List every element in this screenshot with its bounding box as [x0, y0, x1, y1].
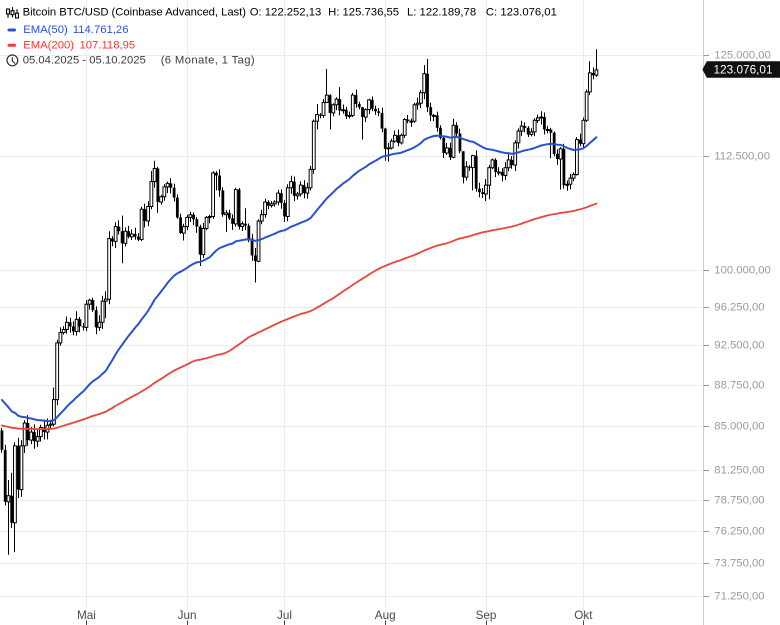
svg-text:05.04.2025 - 05.10.2025: 05.04.2025 - 05.10.2025	[23, 55, 146, 67]
svg-text:85.000,00: 85.000,00	[714, 421, 764, 433]
svg-text:92.500,00: 92.500,00	[714, 340, 764, 352]
svg-text:Mai: Mai	[77, 609, 96, 622]
svg-text:112.500,00: 112.500,00	[714, 151, 770, 163]
svg-text:Jul: Jul	[277, 609, 292, 622]
svg-text:88.750,00: 88.750,00	[714, 380, 764, 392]
svg-text:Aug: Aug	[375, 609, 396, 622]
svg-text:71.250,00: 71.250,00	[714, 591, 764, 603]
svg-text:Okt: Okt	[574, 609, 593, 622]
svg-text:EMA(50): EMA(50)	[23, 24, 68, 36]
svg-text:Bitcoin BTC/USD (Coinbase Adva: Bitcoin BTC/USD (Coinbase Advanced, Last…	[23, 7, 247, 19]
svg-text:L: 122.189,78: L: 122.189,78	[407, 7, 476, 19]
svg-text:78.750,00: 78.750,00	[714, 495, 764, 507]
svg-text:81.250,00: 81.250,00	[714, 465, 764, 477]
svg-text:C: 123.076,01: C: 123.076,01	[486, 7, 557, 19]
svg-text:96.250,00: 96.250,00	[714, 302, 764, 314]
svg-text:100.000,00: 100.000,00	[714, 265, 771, 277]
svg-text:114.761,26: 114.761,26	[73, 24, 129, 36]
svg-text:123.076,01: 123.076,01	[714, 63, 773, 77]
svg-text:O: 122.252,13: O: 122.252,13	[250, 7, 322, 19]
svg-text:Jun: Jun	[178, 609, 197, 622]
svg-text:73.750,00: 73.750,00	[714, 558, 764, 570]
svg-text:(6 Monate, 1 Tag): (6 Monate, 1 Tag)	[161, 55, 255, 67]
svg-text:H: 125.736,55: H: 125.736,55	[328, 7, 399, 19]
svg-text:Sep: Sep	[476, 609, 497, 622]
svg-text:125.000,00: 125.000,00	[714, 50, 771, 62]
svg-text:107.118,95: 107.118,95	[80, 40, 136, 52]
svg-text:76.250,00: 76.250,00	[714, 526, 764, 538]
svg-text:EMA(200): EMA(200)	[23, 40, 74, 52]
